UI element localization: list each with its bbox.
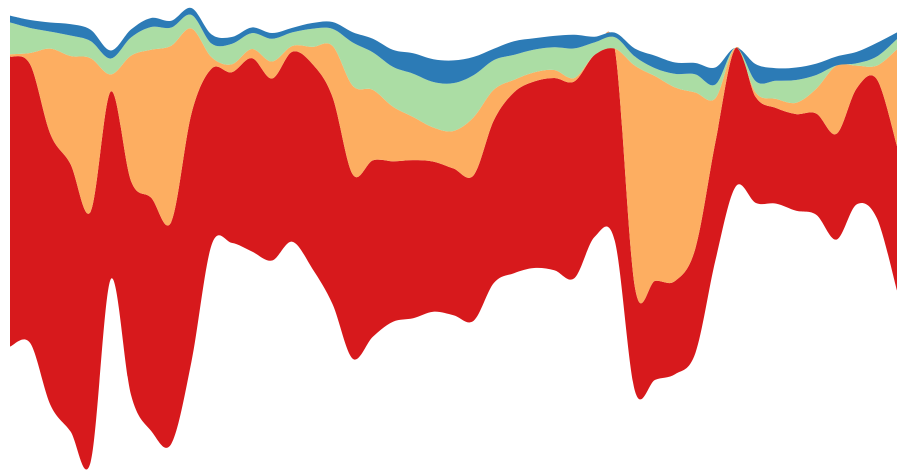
stream-layers [10, 7, 897, 470]
stream-layer-1 [10, 31, 897, 470]
stream-layer-3 [10, 14, 897, 132]
stream-layer-2 [10, 28, 897, 304]
stream-layer-4 [10, 7, 897, 86]
